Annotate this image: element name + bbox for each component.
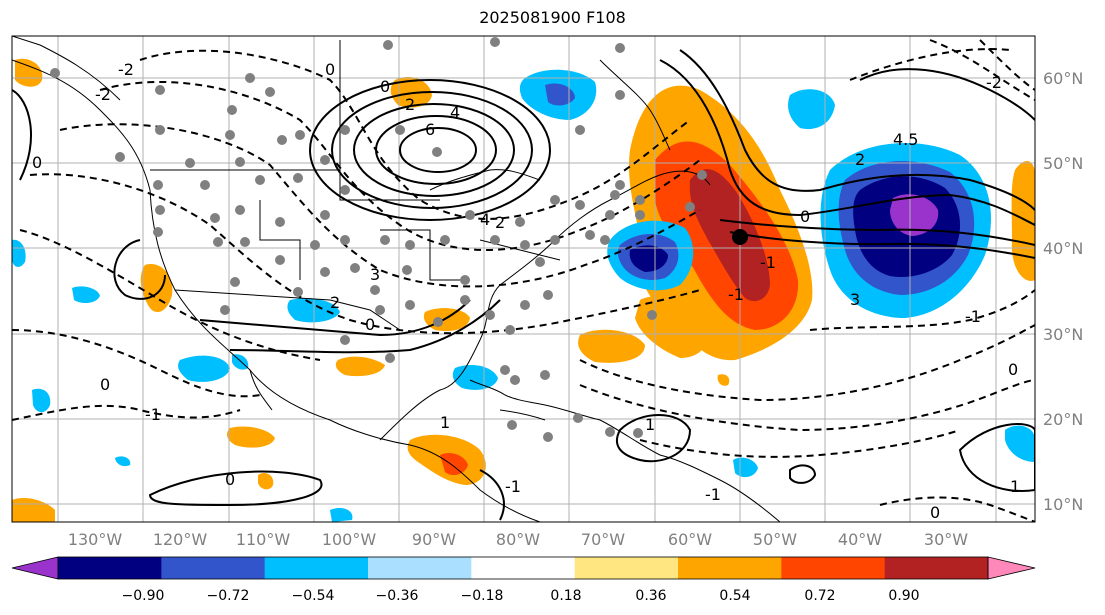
- colorbar-segment: [471, 557, 576, 579]
- observation-markers: [50, 37, 707, 442]
- contour-label: 0: [1008, 360, 1018, 379]
- colorbar-tick-label: −0.18: [461, 588, 504, 604]
- contour-label: 1: [440, 413, 450, 432]
- lon-label: 70°W: [581, 530, 625, 549]
- colorbar-segment: [368, 557, 472, 579]
- contour-label: 0: [100, 375, 110, 394]
- map-title: 2025081900 F108: [479, 8, 626, 27]
- colorbar-tick-label: 0.72: [804, 588, 835, 604]
- lon-label: 50°W: [753, 530, 797, 549]
- contour-label: -2: [118, 60, 134, 79]
- colorbar-tick-label: −0.54: [292, 588, 335, 604]
- contour-label: 2: [330, 293, 340, 312]
- colorbar-tick-label: −0.90: [122, 588, 165, 604]
- contour-label: -1: [705, 485, 721, 504]
- contour-label: 0: [32, 153, 42, 172]
- contour-label: 6: [425, 120, 435, 139]
- lon-label: 60°W: [668, 530, 712, 549]
- contour-label: 0: [380, 77, 390, 96]
- colorbar-border: [57, 556, 989, 580]
- contour-label: 1: [1010, 477, 1020, 496]
- negative-contours: [12, 39, 1035, 522]
- lon-label: 120°W: [153, 530, 208, 549]
- contour-label: 0: [325, 60, 335, 79]
- colorbar-tick-label: −0.72: [207, 588, 250, 604]
- colorbar-segment: [264, 557, 369, 579]
- lat-label: 60°N: [1043, 69, 1083, 88]
- colorbar-tick-label: 0.90: [888, 588, 919, 604]
- contour-label: 1: [645, 415, 655, 434]
- positive-contours: [12, 49, 1035, 521]
- contour-label: 4.5: [893, 130, 918, 149]
- contour-label: 3: [370, 265, 380, 284]
- colorbar-tick-label: −0.36: [376, 588, 419, 604]
- contour-label: 0: [800, 207, 810, 226]
- map-content: 0 2 4 6 4 2 0 0 -2 -1 1 3 4.5 2 0 -1 0 1…: [12, 36, 1035, 522]
- lon-label: 90°W: [412, 530, 456, 549]
- lon-label: 80°W: [496, 530, 540, 549]
- colorbar-ticks: −0.90 −0.72 −0.54 −0.36 −0.18 0.18 0.36 …: [122, 588, 920, 604]
- colorbar-segment: [884, 557, 989, 579]
- contour-label: 0: [930, 503, 940, 522]
- lon-label: 130°W: [68, 530, 123, 549]
- lat-label: 20°N: [1043, 410, 1083, 429]
- contour-label: 0: [225, 470, 235, 489]
- contour-label: -2: [986, 73, 1002, 92]
- lon-label: 30°W: [924, 530, 968, 549]
- contour-label: 4: [480, 210, 490, 229]
- lon-label: 40°W: [838, 530, 882, 549]
- contour-label: 2: [495, 213, 505, 232]
- lat-label: 30°N: [1043, 325, 1083, 344]
- contour-label: 2: [855, 150, 865, 169]
- lat-label: 40°N: [1043, 239, 1083, 258]
- colorbar-segment: [574, 557, 679, 579]
- contour-label: 4: [450, 103, 460, 122]
- contour-label: -1: [965, 307, 981, 326]
- colorbar-segment: [781, 557, 886, 579]
- colorbar-tick-label: 0.54: [719, 588, 750, 604]
- contour-label: 0: [365, 315, 375, 334]
- map-border: [11, 35, 1036, 523]
- contour-label: 2: [405, 95, 415, 114]
- lat-label: 50°N: [1043, 154, 1083, 173]
- longitude-labels: 130°W 120°W 110°W 100°W 90°W 80°W 70°W 6…: [68, 530, 968, 549]
- graticule: [12, 36, 1035, 522]
- colorbar: [11, 556, 1036, 580]
- colorbar-tick-label: 0.36: [635, 588, 666, 604]
- contour-label: -2: [95, 85, 111, 104]
- lon-label: 100°W: [322, 530, 377, 549]
- contour-label: -1: [145, 405, 161, 424]
- colorbar-extend-low: [11, 556, 59, 580]
- lat-label: 10°N: [1043, 495, 1083, 514]
- lon-label: 110°W: [236, 530, 291, 549]
- contour-labels: 0 2 4 6 4 2 0 0 -2 -1 1 3 4.5 2 0 -1 0 1…: [32, 60, 1020, 522]
- contour-label: -1: [505, 477, 521, 496]
- colorbar-segment: [678, 557, 782, 579]
- storm-center-marker: [732, 229, 748, 245]
- colorbar-segment: [58, 557, 162, 579]
- colorbar-segment: [161, 557, 266, 579]
- colorbar-extend-high: [987, 556, 1036, 580]
- colorbar-tick-label: 0.18: [550, 588, 581, 604]
- contour-label: 3: [850, 290, 860, 309]
- contour-label: -1: [760, 253, 776, 272]
- latitude-labels: 60°N 50°N 40°N 30°N 20°N 10°N: [1043, 69, 1083, 514]
- contour-label: -1: [728, 285, 744, 304]
